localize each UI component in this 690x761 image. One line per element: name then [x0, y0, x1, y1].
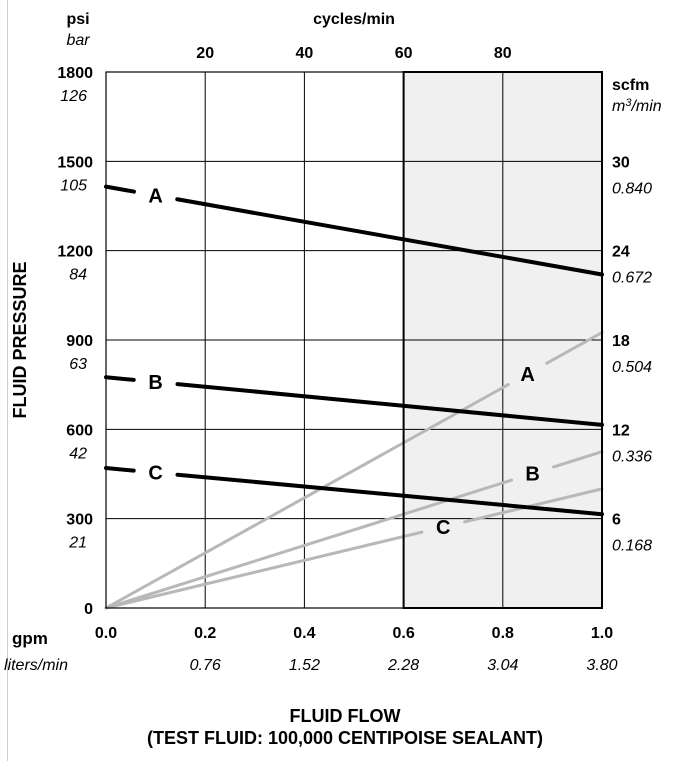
right-tick-scfm: 30 — [612, 154, 630, 171]
left-tick-psi: 900 — [66, 333, 93, 350]
top-tick-label: 20 — [196, 45, 214, 62]
right-tick-m3: 0.504 — [612, 359, 652, 376]
left-tick-psi: 300 — [66, 512, 93, 529]
left-tick-psi: 600 — [66, 422, 93, 439]
pressure-line-b — [104, 375, 136, 382]
air-line-c-end — [463, 487, 604, 524]
bottom-tick-gpm: 0.4 — [293, 625, 315, 642]
top-axis-title: cycles/min — [313, 11, 395, 28]
pump-performance-chart: A B C A B C cycles/min psi bar scfm m3/min g… — [4, 11, 662, 674]
pressure-label-c: C — [148, 463, 162, 485]
left-tick-bar: 63 — [69, 356, 87, 373]
top-tick-label: 40 — [296, 45, 314, 62]
right-tick-m3: 0.336 — [612, 448, 652, 465]
left-unit-bar: bar — [66, 32, 90, 49]
bottom-tick-lpm: 3.04 — [487, 657, 518, 674]
left-unit-psi: psi — [66, 11, 89, 28]
air-label-c: C — [436, 517, 450, 539]
pressure-line-b-end — [175, 382, 604, 427]
left-tick-psi: 1500 — [57, 154, 93, 171]
bottom-tick-gpm: 0.6 — [392, 625, 414, 642]
plot-frame — [105, 71, 603, 609]
left-axis-title: FLUID PRESSURE — [10, 261, 30, 418]
pressure-label-a: A — [148, 185, 162, 207]
pressure-line-a-end — [175, 197, 604, 277]
axis-labels: cycles/min psi bar scfm m3/min gpm liter… — [4, 11, 662, 674]
left-tick-bar: 84 — [69, 267, 87, 284]
left-tick-bar: 21 — [68, 535, 87, 552]
bottom-tick-gpm: 0.2 — [194, 625, 216, 642]
top-tick-label: 80 — [494, 45, 512, 62]
fluid-pressure-lines: A B C — [104, 184, 604, 517]
left-tick-psi: 1200 — [57, 244, 93, 261]
left-tick-psi: 1800 — [57, 65, 93, 82]
tick-labels: 20 40 60 8018001500120090060030001261058463… — [57, 45, 652, 674]
right-unit-m3: m3/min — [612, 97, 662, 115]
air-line-a — [104, 383, 510, 610]
air-label-b: B — [525, 464, 539, 486]
pressure-line-c — [104, 466, 136, 473]
bottom-tick-gpm: 1.0 — [591, 625, 613, 642]
air-line-a-end — [545, 331, 604, 365]
right-tick-scfm: 12 — [612, 422, 630, 439]
top-tick-label: 60 — [395, 45, 413, 62]
bottom-tick-lpm: 2.28 — [387, 657, 419, 674]
bottom-unit-lpm: liters/min — [4, 657, 68, 674]
right-tick-m3: 0.840 — [612, 180, 652, 197]
air-consumption-lines: A B C — [104, 331, 604, 610]
pressure-line-c-end — [175, 472, 604, 517]
air-label-a: A — [520, 364, 534, 386]
chart-subtitle: (TEST FLUID: 100,000 CENTIPOISE SEALANT) — [146, 728, 544, 748]
page-margin-rule — [7, 0, 8, 761]
pressure-label-b: B — [148, 372, 162, 394]
right-tick-m3: 0.672 — [612, 270, 652, 287]
air-line-c — [104, 530, 424, 610]
bottom-tick-lpm: 0.76 — [190, 657, 221, 674]
left-tick-bar: 126 — [60, 88, 87, 105]
bottom-unit-gpm: gpm — [12, 629, 48, 648]
right-unit-scfm: scfm — [612, 77, 649, 94]
bottom-tick-gpm: 0.0 — [95, 625, 117, 642]
left-tick-bar: 105 — [60, 177, 87, 194]
right-tick-scfm: 18 — [612, 333, 630, 350]
bottom-tick-lpm: 3.80 — [586, 657, 617, 674]
air-line-b-end — [552, 450, 604, 469]
x-axis-title: FLUID FLOW — [289, 706, 401, 726]
left-tick-bar: 42 — [69, 445, 87, 462]
right-tick-m3: 0.168 — [612, 538, 652, 555]
pressure-line-a — [104, 184, 136, 194]
left-tick-psi: 0 — [84, 601, 93, 618]
right-tick-scfm: 6 — [612, 512, 621, 529]
bottom-tick-lpm: 1.52 — [289, 657, 320, 674]
bottom-tick-gpm: 0.8 — [492, 625, 514, 642]
right-tick-scfm: 24 — [612, 244, 630, 261]
